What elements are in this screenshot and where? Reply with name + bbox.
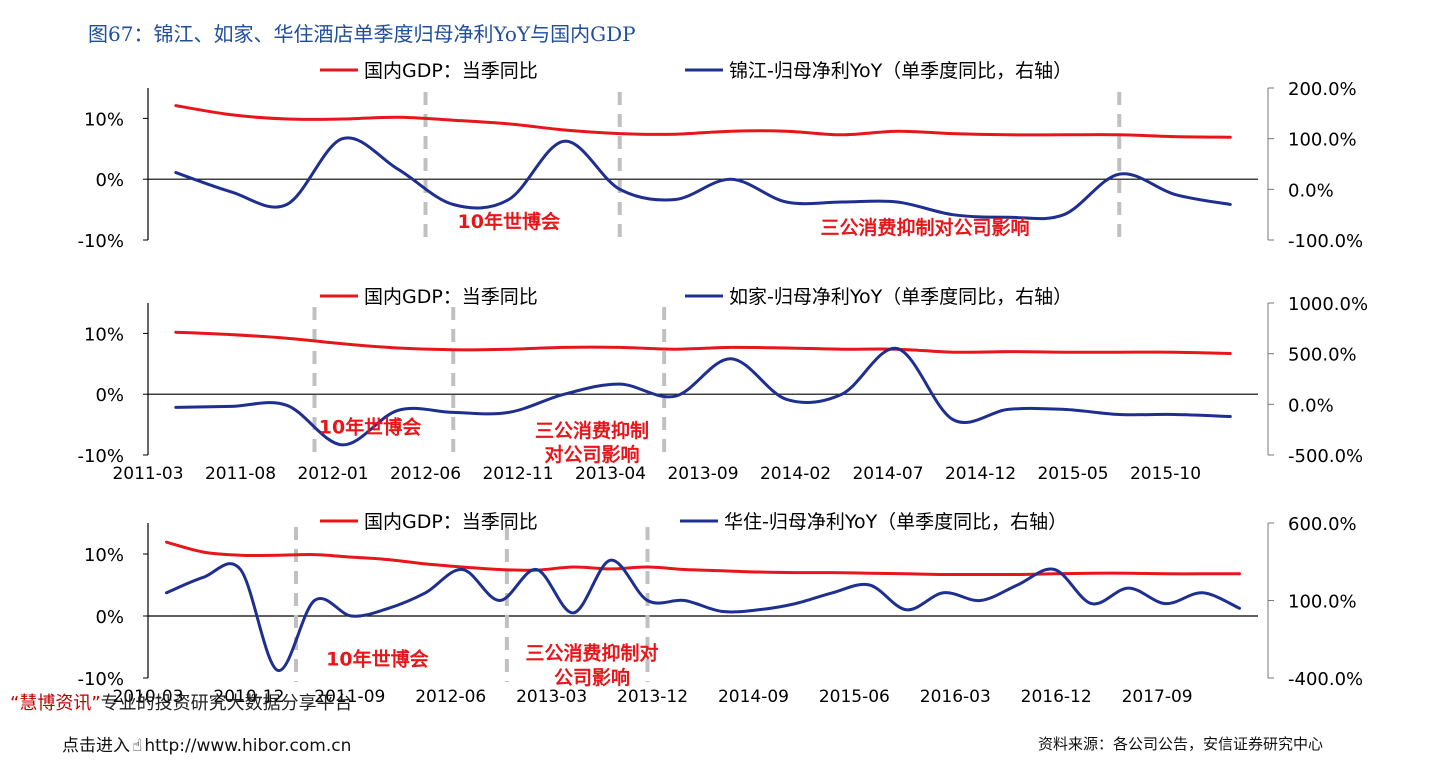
x-tick-label: 2017-09 [1122, 687, 1193, 707]
annotation-label: 三公消费抑制对公司影响 [820, 216, 1029, 239]
x-tick-label: 2010-03 [112, 687, 183, 707]
annotation-label: 三公消费抑制 [535, 419, 649, 442]
annotation-label: 对公司影响 [544, 443, 639, 466]
annotation-label: 10年世博会 [326, 648, 428, 671]
right-tick-label: -400.0% [1288, 669, 1363, 690]
x-tick-label: 2010-12 [213, 687, 284, 707]
x-tick-label: 2012-06 [390, 464, 461, 484]
x-tick-label: 2014-02 [760, 464, 831, 484]
x-tick-label: 2014-12 [945, 464, 1016, 484]
gdp-series-line [165, 540, 1241, 577]
legend-label: 如家-归母净利YoY（单季度同比，右轴） [729, 286, 1072, 308]
x-tick-label: 2014-07 [852, 464, 923, 484]
figure-title: 图67：锦江、如家、华住酒店单季度归母净利YoY与国内GDP [88, 22, 636, 46]
legend-label: 锦江-归母净利YoY（单季度同比，右轴） [729, 60, 1072, 82]
hibor-link[interactable]: 点击进入 ☝ http://www.hibor.com.cn [62, 731, 351, 756]
x-tick-label: 2012-01 [297, 464, 368, 484]
left-tick-label: 0% [95, 385, 124, 406]
annotation-label: 公司影响 [554, 666, 630, 689]
legend-label: 华住-归母净利YoY（单季度同比，右轴） [724, 511, 1067, 533]
right-tick-label: 0.0% [1288, 395, 1334, 416]
right-tick-label: 100.0% [1288, 592, 1357, 613]
right-tick-label: 500.0% [1288, 345, 1357, 366]
x-tick-label: 2011-08 [205, 464, 276, 484]
left-tick-label: -10% [77, 231, 124, 252]
right-tick-label: 100.0% [1288, 130, 1357, 151]
watermark-brand: “慧博资讯” [10, 693, 101, 714]
chart-panel-2: 10% 0% -10% 1000.0% 500.0% 0.0% -500.0% 2011-03… [77, 286, 1368, 484]
chart-panel-1: 10% 0% -10% 200.0% 100.0% 0.0% -100.0% 国内GDP：当季… [77, 60, 1363, 252]
x-tick-label: 2013-04 [575, 464, 646, 484]
watermark-text: 专业的投资研究大数据分享平台 [100, 693, 353, 714]
right-tick-label: -500.0% [1288, 446, 1363, 467]
x-tick-label: 2011-09 [314, 687, 385, 707]
company-series-line [174, 347, 1232, 447]
x-tick-label: 2013-12 [617, 687, 688, 707]
legend-label: 国内GDP：当季同比 [364, 511, 538, 533]
left-tick-label: -10% [77, 669, 124, 690]
right-tick-label: -100.0% [1288, 231, 1363, 252]
annotation-label: 10年世博会 [319, 416, 421, 439]
company-series-line [165, 558, 1241, 672]
x-tick-label: 2016-03 [920, 687, 991, 707]
right-tick-label: 1000.0% [1288, 294, 1368, 315]
x-tick-label: 2012-11 [482, 464, 553, 484]
right-tick-label: 200.0% [1288, 79, 1357, 100]
x-tick-label: 2016-12 [1021, 687, 1092, 707]
left-tick-label: 10% [84, 545, 124, 566]
chart-panel-3: 10% 0% -10% 600.0% 100.0% -400.0% 2010-03 2010-… [77, 511, 1363, 707]
left-tick-label: 10% [84, 324, 124, 345]
x-tick-label: 2013-09 [667, 464, 738, 484]
hand-pointer-icon: ☝ [132, 736, 143, 756]
x-tick-label: 2012-06 [415, 687, 486, 707]
legend-label: 国内GDP：当季同比 [364, 286, 538, 308]
right-tick-label: 600.0% [1288, 514, 1357, 535]
hibor-prefix: 点击进入 [62, 736, 130, 756]
x-tick-label: 2015-06 [819, 687, 890, 707]
legend-label: 国内GDP：当季同比 [364, 60, 538, 82]
gdp-series-line [174, 104, 1232, 139]
x-tick-label: 2015-10 [1130, 464, 1201, 484]
left-tick-label: 0% [95, 170, 124, 191]
left-tick-label: -10% [77, 446, 124, 467]
hibor-url[interactable]: http://www.hibor.com.cn [144, 736, 352, 756]
x-tick-label: 2013-03 [516, 687, 587, 707]
left-tick-label: 10% [84, 109, 124, 130]
annotation-label: 10年世博会 [458, 210, 560, 233]
x-tick-label: 2015-05 [1037, 464, 1108, 484]
right-tick-label: 0.0% [1288, 180, 1334, 201]
watermark: “慧博资讯”专业的投资研究大数据分享平台 [10, 689, 353, 715]
gdp-series-line [174, 330, 1232, 355]
left-tick-label: 0% [95, 607, 124, 628]
x-tick-label: 2011-03 [112, 464, 183, 484]
x-tick-label: 2014-09 [718, 687, 789, 707]
source-note: 资料来源：各公司公告，安信证券研究中心 [1038, 735, 1324, 753]
company-series-line [174, 136, 1232, 221]
annotation-label: 三公消费抑制对 [525, 641, 658, 664]
